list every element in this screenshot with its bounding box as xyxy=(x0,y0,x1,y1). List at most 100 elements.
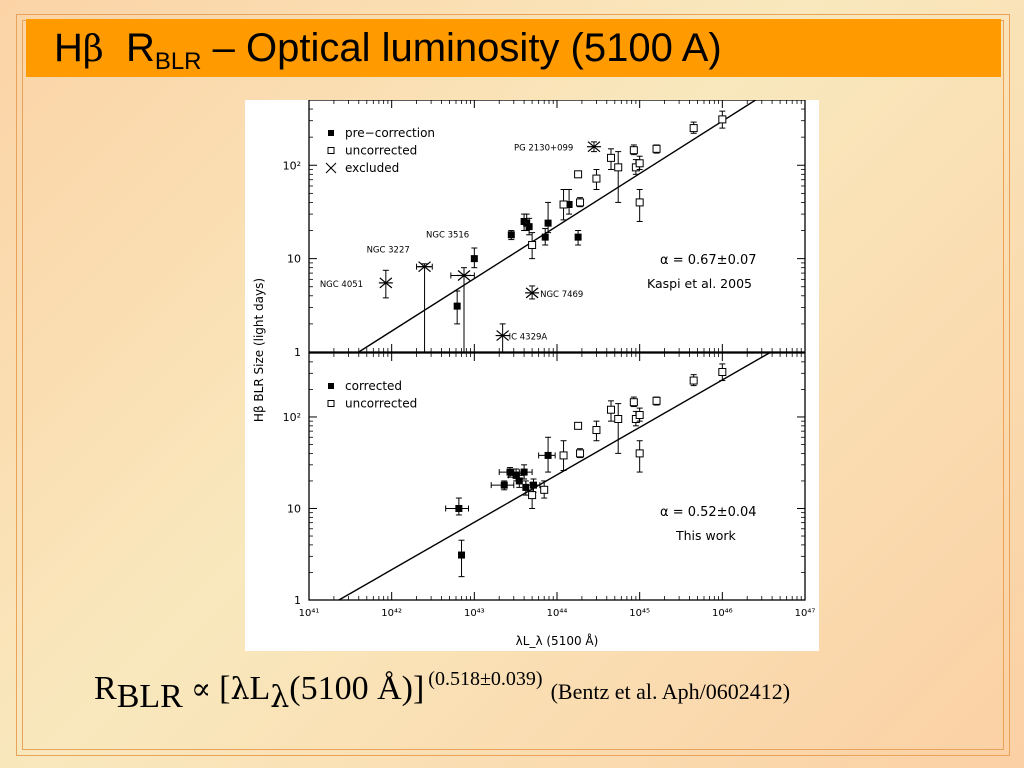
formula-l-sub: λ xyxy=(270,680,290,715)
x-tick-label: 10⁴³ xyxy=(464,608,485,619)
formula-lambda: λ xyxy=(230,672,250,707)
title-rest: – Optical luminosity (5100 A) xyxy=(201,26,722,70)
data-point-open xyxy=(574,170,583,179)
x-tick-label: 10⁴⁷ xyxy=(795,608,816,619)
point-label: NGC 3516 xyxy=(426,230,469,240)
data-point-open xyxy=(559,200,568,209)
data-point-open xyxy=(689,124,698,133)
point-label: NGC 7469 xyxy=(540,290,583,300)
legend-marker-cross xyxy=(325,162,337,174)
data-point-filled xyxy=(507,231,515,239)
fit-annotation: α = 0.67±0.07 xyxy=(660,253,757,268)
point-label: PG 2130+099 xyxy=(514,144,573,154)
y-tick-label: 10² xyxy=(283,159,301,172)
y-tick-label: 1 xyxy=(294,594,301,607)
data-point-open xyxy=(574,421,583,430)
legend-label: corrected xyxy=(345,379,402,393)
figure-panel: 1 10 10² NGC 4051 NGC 3227 NGC 3516 IC 4329A NG… xyxy=(245,100,819,651)
x-tick-label: 10⁴¹ xyxy=(299,608,320,619)
data-point-filled xyxy=(512,471,520,479)
data-point-open xyxy=(689,376,698,385)
point-label: IC 4329A xyxy=(509,333,548,343)
data-point-open xyxy=(528,240,537,249)
legend-marker-filled xyxy=(328,383,334,389)
fit-source: Kaspi et al. 2005 xyxy=(647,276,752,291)
formula-propto: ∝ xyxy=(190,672,212,707)
data-point-open xyxy=(652,396,661,405)
data-point-open xyxy=(576,198,585,207)
legend-label: excluded xyxy=(345,161,399,175)
slide-frame-outer xyxy=(16,14,1010,756)
data-point-open xyxy=(606,153,615,162)
data-point-open xyxy=(652,144,661,153)
legend-marker-open xyxy=(327,400,335,407)
data-point-open xyxy=(528,491,537,500)
legend-label: pre−correction xyxy=(345,126,435,140)
fit-source: This work xyxy=(675,528,737,543)
data-point-open xyxy=(629,146,638,155)
y-tick-label: 10² xyxy=(283,411,301,424)
data-point-filled xyxy=(530,481,538,489)
data-point-filled xyxy=(565,200,573,208)
data-point-open xyxy=(718,367,727,376)
formula-citation: (Bentz et al. Aph/0602412) xyxy=(550,679,791,704)
data-point-open xyxy=(635,449,644,458)
data-point-open xyxy=(635,159,644,168)
fit-line xyxy=(338,352,770,601)
data-point-open xyxy=(614,415,623,424)
slide-title: Hβ RBLR – Optical luminosity (5100 A) xyxy=(26,19,1001,77)
x-tick-label: 10⁴⁴ xyxy=(547,608,568,619)
data-point-open xyxy=(540,485,549,494)
data-point-open xyxy=(559,451,568,460)
luminosity-chart: 1 10 10² NGC 4051 NGC 3227 NGC 3516 IC 4329A NG… xyxy=(252,100,816,648)
title-r: R xyxy=(125,26,155,70)
x-tick-label: 10⁴² xyxy=(381,608,402,619)
data-point-open xyxy=(718,115,727,124)
title-h: H xyxy=(54,26,83,70)
data-point-open xyxy=(635,198,644,207)
title-sub-blr: BLR xyxy=(154,48,202,75)
data-point-filled xyxy=(458,551,466,559)
data-point-filled xyxy=(541,233,549,241)
y-tick-label: 1 xyxy=(294,346,301,359)
x-tick-label: 10⁴⁵ xyxy=(629,608,650,619)
formula-sub-blr: BLR xyxy=(116,678,183,715)
data-point-open xyxy=(629,398,638,407)
data-point-open xyxy=(606,405,615,414)
legend-marker-open xyxy=(327,147,335,154)
data-point-filled xyxy=(453,302,461,310)
data-point-open xyxy=(592,426,601,435)
formula-r: R xyxy=(94,670,117,707)
data-point-filled xyxy=(455,504,463,512)
data-point-filled xyxy=(520,468,528,476)
point-label: NGC 4051 xyxy=(320,280,363,290)
data-point-filled xyxy=(500,481,508,489)
data-point-filled xyxy=(470,255,478,263)
data-point-filled xyxy=(515,477,523,485)
data-point-filled xyxy=(544,219,552,227)
data-point-open xyxy=(576,449,585,458)
data-point-open xyxy=(592,174,601,183)
formula-exponent: (0.518±0.039) xyxy=(428,668,543,690)
formula-line: RBLR ∝ [λLλ(5100 Å)] (0.518±0.039) (Bent… xyxy=(94,668,994,730)
title-beta: β xyxy=(82,29,104,70)
x-tick-label: 10⁴⁶ xyxy=(712,608,733,619)
data-point-filled xyxy=(523,219,531,227)
formula-open: [ xyxy=(219,670,231,707)
legend-marker-filled xyxy=(328,130,334,136)
point-label: NGC 3227 xyxy=(367,246,410,256)
formula-arg: (5100 Å)] xyxy=(289,670,425,707)
formula-l: L xyxy=(249,670,271,707)
x-axis-label: λL_λ (5100 Å) xyxy=(516,633,599,648)
data-point-filled xyxy=(574,233,582,241)
data-point-filled xyxy=(525,223,533,231)
legend-label: uncorrected xyxy=(345,397,417,411)
data-point-open xyxy=(614,163,623,172)
y-tick-label: 10 xyxy=(287,253,301,266)
y-axis-label: Hβ BLR Size (light days) xyxy=(252,278,266,422)
data-point-open xyxy=(635,411,644,420)
data-point-filled xyxy=(544,451,552,459)
y-tick-label: 10 xyxy=(287,502,301,515)
legend-label: uncorrected xyxy=(345,144,417,158)
fit-annotation: α = 0.52±0.04 xyxy=(660,505,757,520)
